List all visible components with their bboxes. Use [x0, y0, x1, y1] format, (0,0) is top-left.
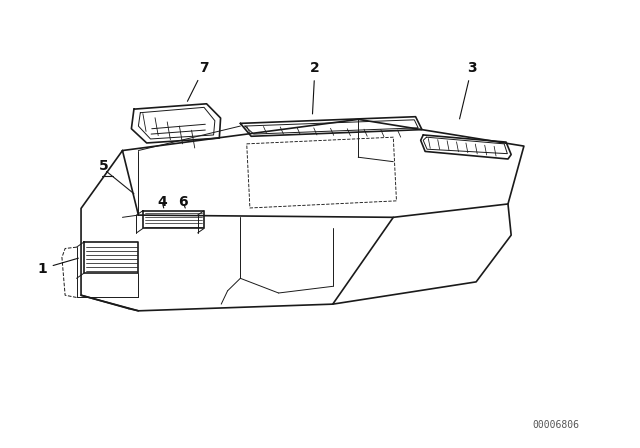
Text: 1: 1 [38, 258, 78, 276]
Text: 7: 7 [188, 61, 209, 101]
Text: 2: 2 [310, 61, 320, 114]
Text: 5: 5 [99, 159, 108, 173]
Text: 6: 6 [178, 195, 188, 209]
Text: 4: 4 [157, 195, 167, 209]
Text: 3: 3 [460, 61, 476, 119]
Text: 00006806: 00006806 [532, 420, 579, 430]
